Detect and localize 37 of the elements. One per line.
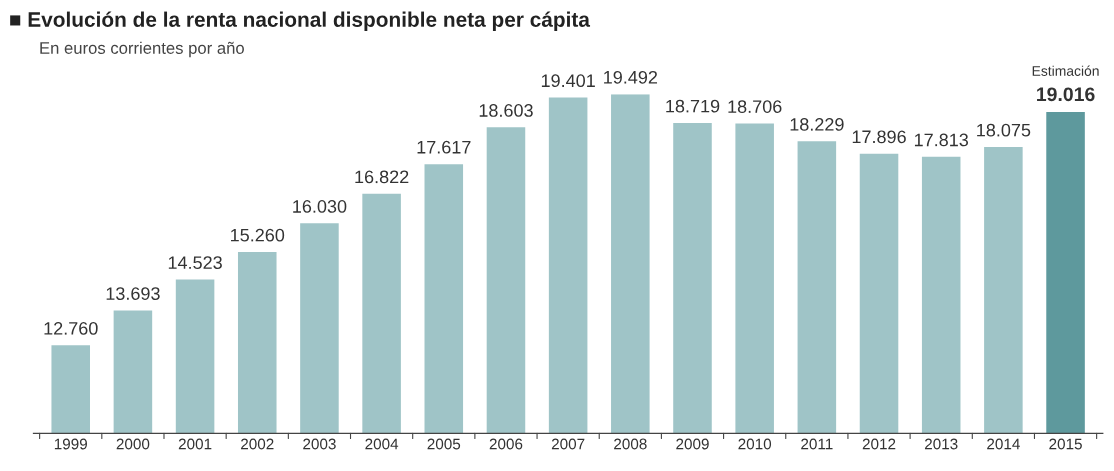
data-label: 18.706 <box>728 100 782 113</box>
x-tick-label: 2005 <box>427 438 461 450</box>
x-tick-label: 2001 <box>178 438 212 450</box>
x-tick-label: 2014 <box>987 438 1020 450</box>
x-tick-label: 2008 <box>614 438 647 450</box>
x-tick-label: 2006 <box>489 438 523 450</box>
x-tick-label: 1999 <box>54 438 87 450</box>
data-label: 16.030 <box>293 200 347 213</box>
chart-title: ■ Evolución de la renta nacional disponible neta per cápita <box>10 11 591 31</box>
x-tick-label: 2003 <box>303 438 336 450</box>
data-label: 19.016 <box>1037 87 1095 102</box>
x-tick-label: 2015 <box>1049 438 1082 450</box>
data-label: 19.492 <box>604 70 658 84</box>
annotation: Estimación <box>1032 65 1099 76</box>
x-tick-label: 2010 <box>738 438 772 450</box>
data-label: 12.760 <box>44 322 98 335</box>
x-tick-label: 2012 <box>862 438 896 450</box>
x-tick-label: 2007 <box>551 438 585 450</box>
data-label: 16.822 <box>355 170 409 184</box>
x-tick-label: 2013 <box>924 438 958 450</box>
data-label: 18.719 <box>666 99 720 113</box>
data-label: 18.075 <box>977 123 1031 137</box>
x-tick-label: 2002 <box>241 438 274 450</box>
x-tick-label: 2009 <box>676 438 709 450</box>
x-tick-label: 2000 <box>116 438 150 450</box>
x-tick-label: 2004 <box>365 438 399 450</box>
data-label: 19.401 <box>541 74 595 88</box>
data-label: 13.693 <box>106 287 160 300</box>
data-label: 17.617 <box>417 140 471 154</box>
data-label: 18.603 <box>479 104 533 117</box>
data-label: 14.523 <box>168 256 222 270</box>
data-label: 18.229 <box>790 118 844 131</box>
chart-subtitle: En euros corrientes por año <box>40 41 244 58</box>
data-label: 17.813 <box>914 133 969 147</box>
x-tick-label: 2011 <box>801 438 833 450</box>
data-label: 17.896 <box>852 130 906 144</box>
data-label: 15.260 <box>231 228 285 242</box>
